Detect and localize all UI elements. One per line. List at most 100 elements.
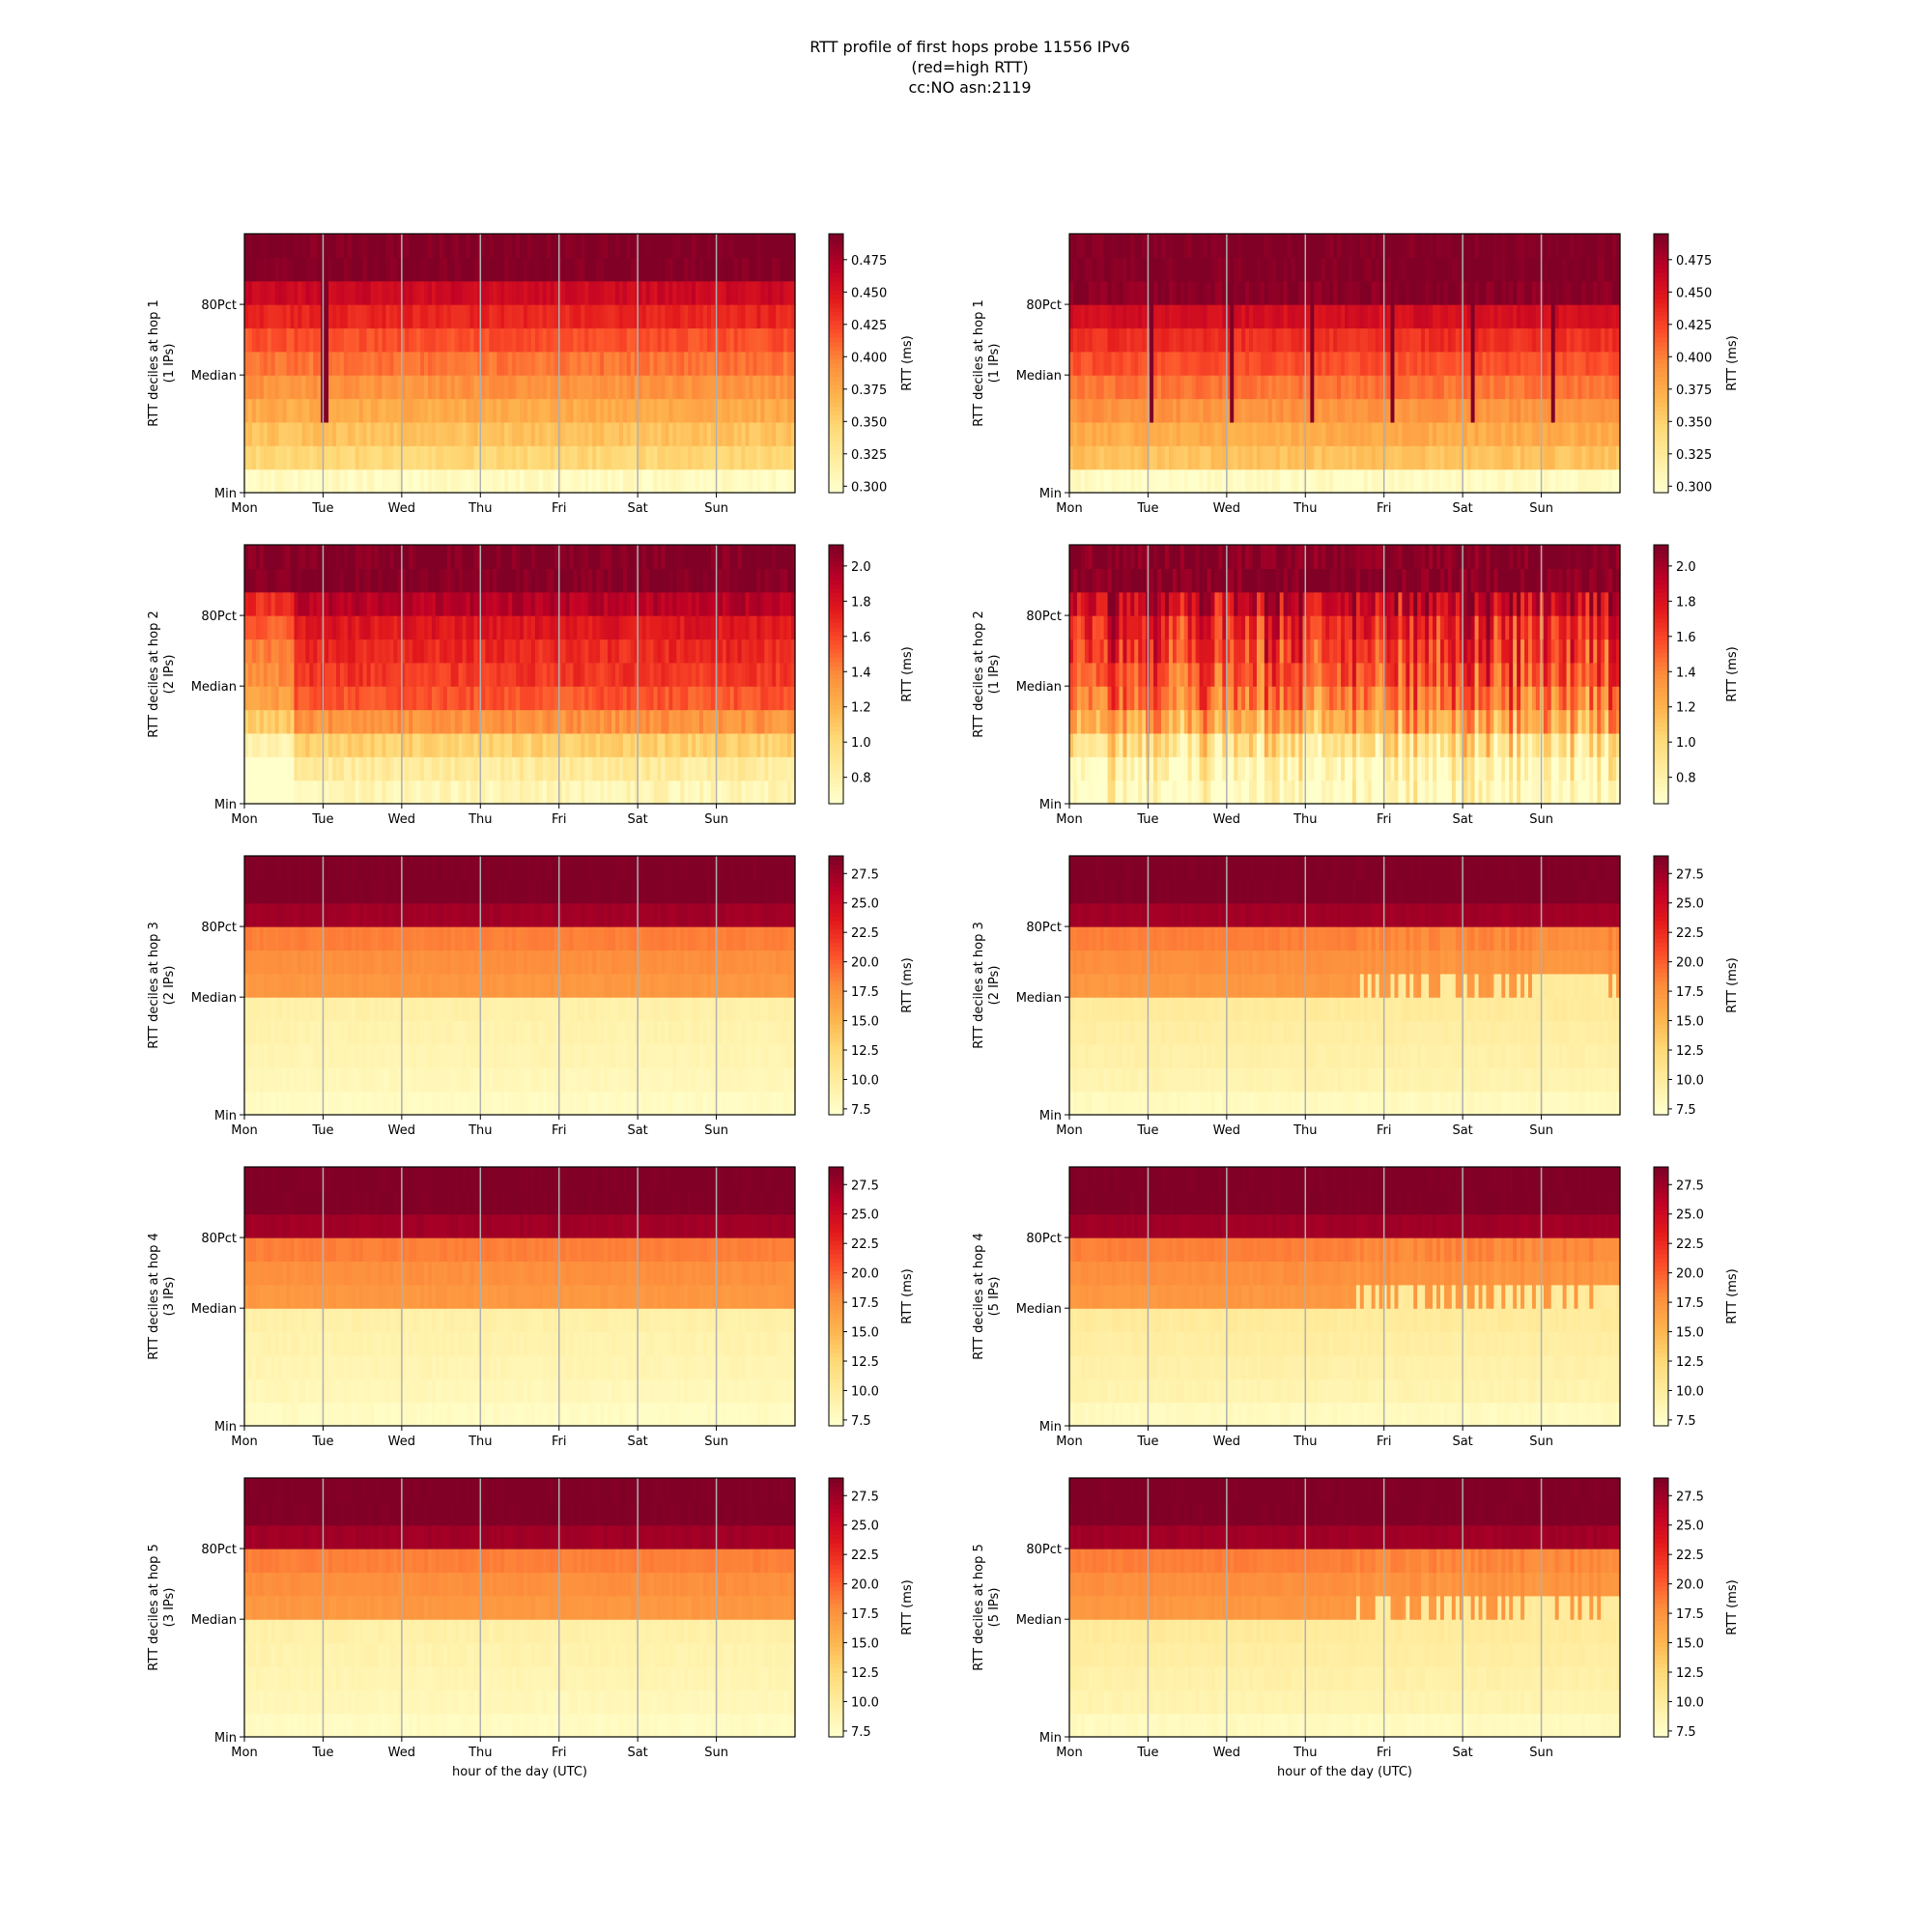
heatmap-cell — [412, 304, 417, 329]
heatmap-cell — [725, 780, 731, 805]
heatmap-cell — [332, 545, 337, 569]
heatmap-cell — [1459, 327, 1464, 353]
heatmap-cell — [1260, 257, 1265, 282]
heatmap-cell — [630, 469, 636, 494]
heatmap-cell — [446, 709, 452, 734]
heatmap-cell — [362, 662, 368, 687]
heatmap-cell — [665, 780, 669, 805]
heatmap-cell — [1241, 398, 1246, 423]
heatmap-cell — [251, 327, 257, 353]
heatmap-cell — [332, 709, 337, 734]
heatmap-cell — [1122, 257, 1127, 282]
heatmap-cell — [325, 615, 329, 640]
heatmap-cell — [657, 234, 663, 258]
heatmap-cell — [653, 304, 659, 329]
heatmap-cell — [630, 375, 636, 400]
heatmap-cell — [780, 545, 784, 569]
heatmap-cell — [1294, 375, 1300, 400]
heatmap-cell — [294, 375, 299, 400]
colorbar-segment — [1654, 428, 1668, 434]
heatmap-cell — [787, 375, 792, 400]
heatmap-cell — [577, 780, 582, 805]
title-line-3: cc:NO asn:2119 — [908, 78, 1031, 97]
heatmap-cell — [274, 304, 280, 329]
colorbar-segment — [829, 298, 843, 304]
heatmap-cell — [668, 375, 673, 400]
heatmap-cell — [485, 709, 490, 734]
heatmap-cell — [409, 234, 413, 258]
heatmap-cell — [1429, 304, 1434, 329]
heatmap-cell — [584, 780, 589, 805]
heatmap-cell — [397, 568, 402, 593]
heatmap-cell — [1566, 445, 1572, 470]
heatmap-cell — [1406, 327, 1410, 353]
heatmap-cell — [1566, 257, 1572, 282]
heatmap-cell — [756, 445, 761, 470]
heatmap-cell — [481, 591, 486, 616]
heatmap-cell — [638, 398, 643, 423]
heatmap-cell — [405, 686, 410, 711]
heatmap-cell — [706, 756, 712, 781]
heatmap-cell — [1107, 421, 1113, 446]
heatmap-cell — [1451, 280, 1457, 305]
heatmap-cell — [412, 591, 417, 616]
heatmap-cell — [1214, 375, 1219, 400]
heatmap-cell — [1111, 234, 1117, 258]
heatmap-cell — [596, 591, 601, 616]
heatmap-cell — [1150, 445, 1154, 470]
heatmap-cell — [393, 639, 398, 664]
heatmap-cell — [405, 662, 410, 687]
heatmap-cell — [1513, 304, 1518, 329]
heatmap-cell — [668, 686, 673, 711]
heatmap-cell — [534, 375, 540, 400]
heatmap-cell — [439, 375, 444, 400]
heatmap-cell — [542, 615, 548, 640]
heatmap-cell — [1294, 398, 1300, 423]
heatmap-cell — [282, 280, 288, 305]
heatmap-cell — [420, 615, 425, 640]
heatmap-cell — [1218, 445, 1223, 470]
heatmap-cell — [259, 234, 265, 258]
heatmap-cell — [614, 304, 620, 329]
heatmap-cell — [565, 351, 571, 376]
heatmap-cell — [294, 709, 299, 734]
heatmap-cell — [1088, 234, 1094, 258]
heatmap-cell — [1153, 257, 1158, 282]
heatmap-cell — [729, 615, 735, 640]
heatmap-cell — [641, 398, 647, 423]
heatmap-cell — [1447, 445, 1453, 470]
heatmap-cell — [247, 568, 253, 593]
heatmap-cell — [768, 351, 773, 376]
heatmap-cell — [783, 469, 788, 494]
heatmap-cell — [481, 732, 486, 757]
heatmap-cell — [1543, 234, 1548, 258]
heatmap-cell — [554, 709, 559, 734]
heatmap-cell — [317, 304, 322, 329]
heatmap-cell — [1325, 234, 1330, 258]
colorbar-segment — [829, 250, 843, 256]
heatmap-cell — [458, 375, 464, 400]
heatmap-cell — [1321, 304, 1326, 329]
heatmap-cell — [347, 445, 353, 470]
heatmap-cell — [718, 469, 724, 494]
heatmap-cell — [282, 257, 288, 282]
heatmap-cell — [554, 257, 559, 282]
colorbar-segment — [1654, 367, 1668, 373]
heatmap-cell — [1593, 351, 1598, 376]
heatmap-cell — [1402, 280, 1406, 305]
heatmap-cell — [523, 709, 528, 734]
heatmap-cell — [530, 686, 536, 711]
heatmap-cell — [1199, 445, 1205, 470]
heatmap-cell — [1099, 469, 1105, 494]
heatmap-cell — [290, 756, 296, 781]
heatmap-cell — [1195, 469, 1201, 494]
heatmap-cell — [554, 327, 559, 353]
heatmap-cell — [768, 545, 773, 569]
heatmap-cell — [581, 686, 585, 711]
heatmap-cell — [1176, 327, 1181, 353]
heatmap-cell — [450, 615, 456, 640]
heatmap-cell — [534, 234, 540, 258]
heatmap-cell — [1474, 421, 1480, 446]
colorbar-frame — [828, 233, 844, 494]
heatmap-cell — [554, 234, 559, 258]
